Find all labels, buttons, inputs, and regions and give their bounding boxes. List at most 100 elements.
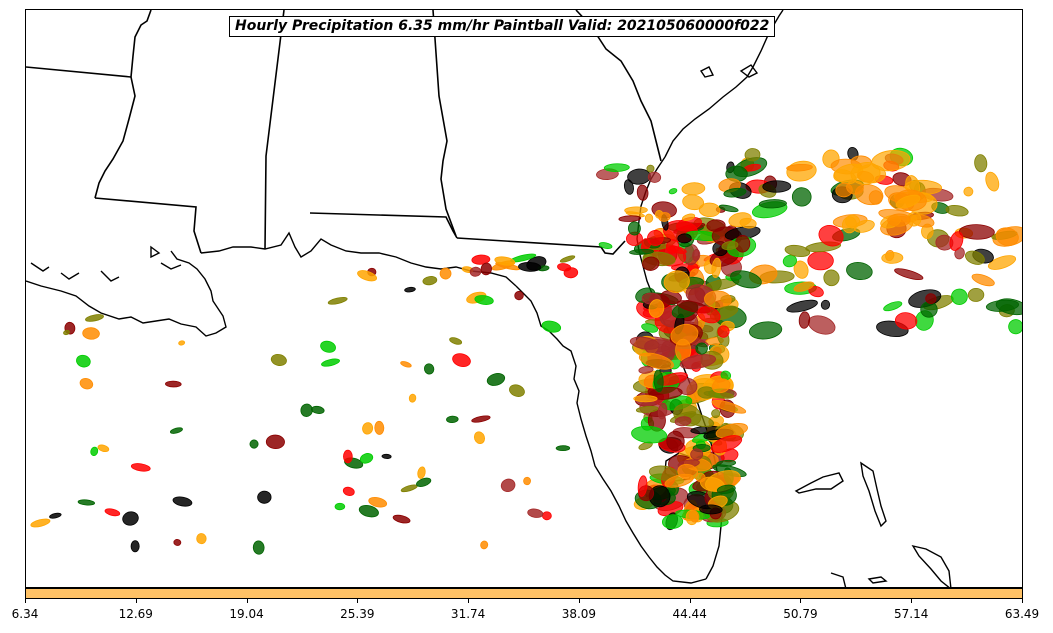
colorbar: [25, 588, 1023, 599]
paintball-blob: [793, 281, 815, 292]
paintball-blob: [165, 380, 182, 388]
paintball-blob: [646, 164, 655, 173]
coastline: [26, 10, 952, 587]
colorbar-tick-label: 63.49: [1004, 607, 1040, 621]
paintball-blob: [494, 256, 516, 266]
paintball-blob: [169, 427, 183, 434]
paintball-blob: [423, 363, 435, 375]
paintball-blob: [971, 273, 995, 287]
colorbar-tick-mark: [911, 599, 913, 603]
paintball-blob: [623, 179, 634, 195]
paintball-blob: [887, 213, 911, 227]
paintball-blob: [895, 194, 921, 209]
paintball-blob: [638, 366, 654, 374]
paintball-blob: [718, 204, 739, 213]
paintball-blob: [368, 496, 388, 508]
boundary-ga-fl: [456, 237, 626, 255]
paintball-blob: [311, 405, 325, 414]
paintball-blob: [758, 199, 787, 209]
paintball-blob: [711, 378, 731, 394]
paintball-blob: [706, 219, 726, 232]
paintball-blob: [853, 219, 875, 233]
paintball-blob: [748, 321, 783, 340]
paintball-blob: [807, 251, 834, 271]
paintball-blob: [381, 453, 392, 459]
paintball-blob: [784, 244, 811, 257]
paintball-blob: [679, 354, 717, 370]
paintball-blob: [473, 431, 486, 445]
paintball-blob: [985, 299, 1019, 312]
paintball-blob: [670, 323, 699, 346]
bahamas-abaco: [860, 461, 887, 528]
paintball-blob: [682, 213, 696, 221]
paintball-blob: [471, 254, 491, 265]
paintball-blob: [647, 229, 664, 247]
paintball-blob: [518, 262, 542, 272]
paintball-blob: [698, 202, 721, 218]
paintball-blob: [631, 425, 668, 444]
boundary-la-ms: [94, 197, 202, 254]
paintball-blob: [85, 314, 104, 322]
colorbar-tick-label: 44.44: [672, 607, 707, 621]
paintball-blob: [320, 340, 336, 353]
paintball-blob: [63, 329, 70, 336]
colorbar-tick-label: 50.79: [783, 607, 818, 621]
paintball-blob: [648, 299, 665, 318]
paintball-blob: [122, 511, 139, 526]
paintball-blob: [985, 171, 1000, 192]
paintball-blob: [668, 188, 678, 195]
paintball-blob: [542, 511, 552, 521]
paintball-blob: [90, 446, 99, 456]
paintball-blob: [624, 206, 648, 215]
paintball-blob: [704, 290, 732, 309]
paintball-blob: [471, 415, 491, 423]
paintball-blob: [500, 478, 516, 493]
paintball-blob: [963, 186, 974, 197]
colorbar-tick-mark: [135, 599, 137, 603]
paintball-blob: [663, 270, 690, 293]
paintball-blob: [798, 311, 811, 329]
paintball-blob: [846, 262, 873, 281]
paintball-blob: [641, 323, 659, 333]
paintball-blob: [786, 299, 818, 313]
paintball-blob: [469, 266, 482, 277]
paintball-blob: [658, 212, 671, 222]
map-canvas: [26, 10, 1022, 587]
paintball-blob: [711, 257, 722, 279]
paintball-blob: [791, 187, 812, 207]
paintball-blob: [97, 444, 110, 453]
paintball-blob: [762, 180, 792, 193]
paintball-blob: [362, 422, 374, 435]
colorbar-ticks: 6.34 12.69 19.04 25.39 31.74 38.09 44.44 50.79 5…: [12, 599, 1039, 629]
paintball-blob: [666, 430, 685, 452]
paintball-blob: [786, 163, 813, 172]
paintball-blob: [818, 225, 844, 247]
paintball-blob: [343, 449, 353, 464]
paintball-blob: [439, 267, 452, 280]
paintball-blob: [77, 499, 96, 506]
paintball-blob: [744, 148, 761, 162]
boundary-ms-ar-la: [94, 10, 152, 199]
paintball-blob: [716, 459, 737, 467]
paintball-blob: [823, 269, 840, 287]
paintball-blob: [404, 286, 416, 293]
paintball-blob: [807, 315, 836, 335]
paintball-blob: [357, 270, 378, 282]
paintball-blob: [541, 320, 562, 333]
paintball-blob: [1008, 319, 1022, 335]
paintball-blob: [342, 486, 355, 496]
paintball-blob: [374, 420, 385, 435]
coast-sc-islands: [699, 64, 759, 78]
paintball-blob: [925, 293, 937, 304]
paintball-blob: [954, 247, 965, 260]
colorbar-tick-mark: [468, 599, 470, 603]
paintball-blob: [300, 403, 313, 417]
paintball-blob: [782, 254, 797, 268]
paintball-blob: [699, 504, 723, 515]
paintball-blob: [618, 215, 642, 222]
boundary-al-ga: [432, 10, 457, 237]
paintball-blob: [417, 466, 426, 479]
colorbar-tick-mark: [578, 599, 580, 603]
paintball-blob: [392, 514, 411, 524]
paintball-blob: [716, 484, 736, 495]
